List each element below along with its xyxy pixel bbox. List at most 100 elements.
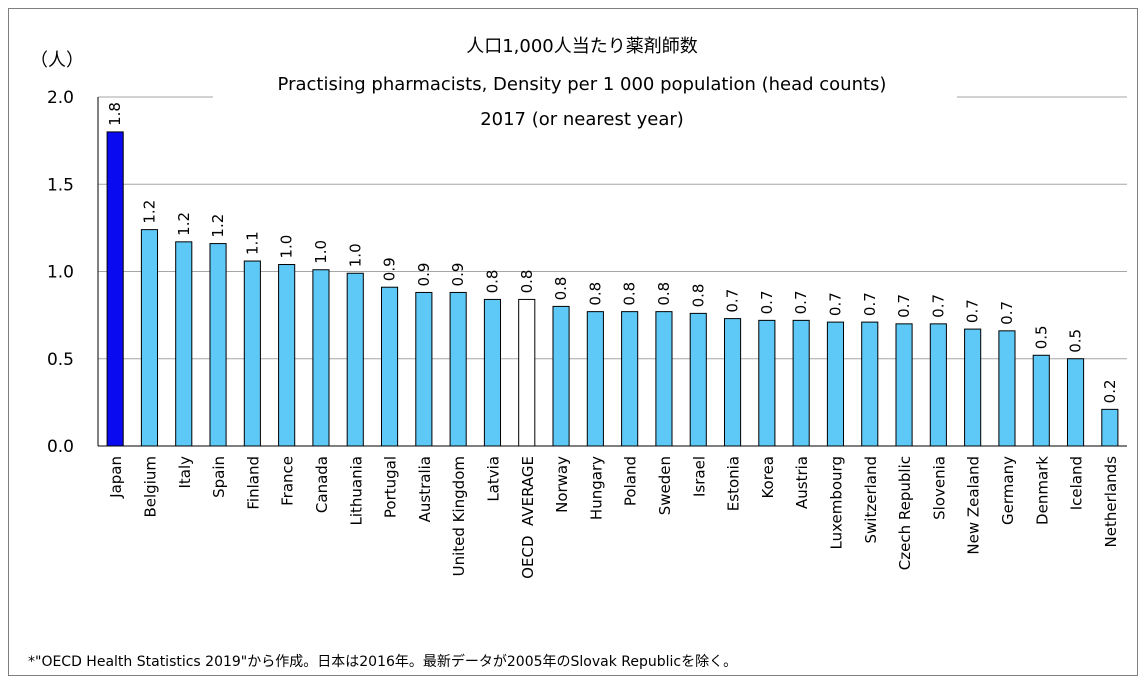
bar: [449, 291, 467, 447]
title-background: [213, 88, 957, 106]
x-tick-label: OECD AVERAGE: [519, 456, 537, 579]
bar: [1032, 354, 1050, 447]
bar: [140, 229, 159, 447]
x-tick-label: Switzerland: [862, 456, 880, 544]
bar: [483, 298, 502, 447]
bar: [1101, 408, 1119, 447]
value-label: 0.8: [518, 270, 536, 294]
bar: [518, 298, 536, 447]
value-label: 0.7: [792, 291, 810, 315]
bar: [655, 311, 673, 447]
x-tick-label: Hungary: [587, 456, 605, 520]
bar: [380, 286, 399, 447]
x-tick-label: Norway: [553, 456, 571, 513]
y-tick-label: 0.5: [47, 350, 74, 370]
bar: [586, 311, 604, 447]
y-tick-label: 0.0: [47, 437, 74, 457]
x-tick-label: Estonia: [725, 456, 743, 511]
bar: [346, 272, 364, 447]
y-axis-label: （人）: [30, 50, 84, 71]
value-label: 0.8: [621, 282, 639, 306]
value-label: 0.8: [689, 284, 707, 308]
value-label: 0.8: [655, 282, 673, 306]
value-label: 1.2: [175, 212, 193, 236]
bar: [792, 319, 810, 447]
value-label: 0.7: [895, 294, 913, 318]
value-label: 0.7: [758, 291, 776, 315]
x-tick-label: New Zealand: [965, 456, 983, 555]
y-tick-label: 1.0: [47, 263, 74, 283]
value-label: 1.2: [209, 214, 227, 238]
value-label: 0.9: [415, 263, 433, 287]
x-tick-label: Italy: [176, 456, 194, 489]
value-label: 0.7: [724, 289, 742, 313]
value-label: 0.2: [1101, 379, 1119, 403]
x-tick-label: Japan: [107, 456, 125, 499]
bar: [106, 131, 124, 447]
value-label: 0.7: [929, 294, 947, 318]
bar: [1066, 358, 1085, 447]
x-tick-label: Poland: [622, 456, 640, 506]
chart-frame: [8, 8, 1138, 676]
value-label: 1.0: [346, 243, 364, 267]
value-label: 0.5: [1032, 325, 1050, 349]
chart-subtitle: Practising pharmacists, Density per 1 00…: [278, 74, 887, 95]
x-tick-label: Slovenia: [930, 456, 948, 520]
value-label: 0.8: [483, 270, 501, 294]
value-label: 1.0: [278, 235, 296, 259]
x-tick-label: Korea: [759, 456, 777, 499]
bar: [552, 305, 570, 447]
x-tick-label: Austria: [793, 456, 811, 509]
bar: [826, 321, 845, 447]
value-label: 0.7: [861, 292, 879, 316]
y-tick-label: 2.0: [47, 88, 74, 108]
value-label: 1.2: [140, 200, 158, 224]
value-label: 0.7: [998, 301, 1016, 325]
x-tick-label: Latvia: [484, 456, 502, 502]
bar: [929, 323, 947, 447]
x-tick-label: France: [279, 456, 297, 506]
x-tick-label: Israel: [690, 456, 708, 497]
bar: [964, 328, 982, 447]
footnote: *"OECD Health Statistics 2019"から作成。日本は20…: [28, 653, 737, 670]
bar: [723, 318, 742, 447]
bar: [209, 243, 227, 447]
value-label: 0.7: [826, 292, 844, 316]
value-label: 1.1: [243, 231, 261, 255]
bar: [621, 311, 639, 447]
bar: [312, 269, 330, 447]
value-label: 0.5: [1067, 329, 1085, 353]
value-label: 0.9: [381, 257, 399, 281]
bar: [175, 241, 193, 447]
value-label: 0.8: [552, 277, 570, 301]
x-tick-label: Denmark: [1033, 456, 1051, 525]
x-tick-label: Czech Republic: [896, 456, 914, 570]
bar: [758, 319, 776, 447]
bar: [895, 323, 913, 447]
x-tick-label: Sweden: [656, 456, 674, 515]
x-tick-label: Spain: [210, 456, 228, 498]
bar: [998, 330, 1016, 447]
bar: [278, 264, 296, 447]
x-tick-label: Canada: [313, 456, 331, 513]
bar: [689, 312, 707, 447]
value-label: 1.8: [106, 102, 124, 126]
bar: [415, 291, 433, 447]
x-tick-label: Netherlands: [1102, 456, 1120, 548]
value-label: 1.0: [312, 240, 330, 264]
x-tick-label: Finland: [244, 456, 262, 510]
bar: [243, 260, 261, 447]
x-tick-label: United Kingdom: [450, 456, 468, 576]
bar: [861, 321, 879, 447]
value-label: 0.7: [964, 299, 982, 323]
value-label: 0.8: [586, 282, 604, 306]
x-tick-label: Lithuania: [347, 456, 365, 525]
chart-title: 人口1,000人当たり薬剤師数: [466, 36, 698, 57]
x-tick-label: Germany: [999, 456, 1017, 525]
x-tick-label: Belgium: [141, 456, 159, 518]
x-tick-label: Australia: [416, 456, 434, 522]
x-tick-label: Luxembourg: [827, 456, 845, 550]
y-tick-label: 1.5: [47, 175, 74, 195]
chart-subtitle: 2017 (or nearest year): [480, 109, 684, 130]
